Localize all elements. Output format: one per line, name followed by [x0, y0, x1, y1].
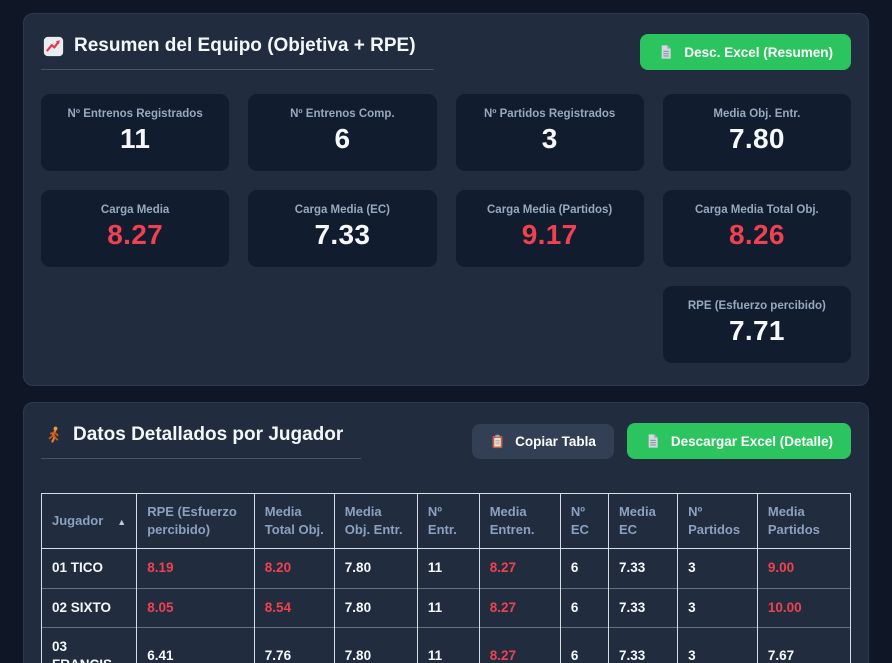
column-header-media-entren[interactable]: Media Entren.	[478, 492, 561, 550]
table-row-sixto: 02 SIXTO 8.05 8.54 7.80 11 8.27 6 7.33 3…	[40, 587, 852, 628]
stat-card-carga-media-ec: Carga Media (EC) 7.33	[248, 190, 437, 267]
value-cell: 8.20	[253, 548, 335, 589]
value-cell: 3	[677, 587, 758, 628]
player-name-cell: 01 TICO	[40, 548, 138, 589]
stat-card-media-obj-entr: Media Obj. Entr. 7.80	[662, 94, 851, 171]
detail-title: Datos Detallados por Jugador	[41, 420, 362, 459]
player-name-cell: 03 FRANCIS	[40, 626, 138, 663]
value-cell: 8.19	[136, 548, 255, 589]
value-cell: 8.54	[253, 587, 335, 628]
document-icon	[645, 433, 661, 449]
clipboard-icon	[490, 434, 505, 449]
value-cell: 3	[677, 626, 758, 663]
player-detail-panel: Datos Detallados por Jugador Copiar Tabl…	[23, 402, 869, 663]
stat-card-entrenos-comp: Nº Entrenos Comp. 6	[248, 94, 437, 171]
stat-card-value: 8.27	[107, 219, 163, 250]
stat-card-label: Carga Media Total Obj.	[695, 204, 819, 216]
stat-card-carga-media: Carga Media 8.27	[41, 190, 230, 267]
stat-card-value: 6	[334, 123, 351, 154]
value-cell: 7.80	[333, 626, 418, 663]
value-cell: 7.80	[333, 587, 418, 628]
stat-card-label: Carga Media (EC)	[294, 204, 390, 216]
copy-table-button[interactable]: Copiar Tabla	[472, 423, 614, 459]
column-header-n-ec[interactable]: Nº EC	[559, 492, 609, 550]
value-cell: 8.05	[136, 587, 255, 628]
value-cell: 6	[559, 626, 609, 663]
column-header-media-ec[interactable]: Media EC	[607, 492, 679, 550]
sort-ascending-icon: ▲	[117, 517, 127, 528]
value-cell: 6.41	[136, 626, 255, 663]
value-cell: 7.80	[333, 548, 418, 589]
chart-increasing-icon	[43, 36, 64, 57]
value-cell: 11	[416, 587, 480, 628]
stat-card-label: Nº Partidos Registrados	[483, 108, 616, 120]
stat-card-label: Nº Entrenos Comp.	[290, 108, 395, 120]
stat-card-rpe: RPE (Esfuerzo percibido) 7.71	[662, 286, 851, 363]
summary-title: Resumen del Equipo (Objetiva + RPE)	[41, 31, 434, 70]
table-row-tico: 01 TICO 8.19 8.20 7.80 11 8.27 6 7.33 3 …	[40, 548, 852, 589]
stat-card-value: 8.26	[729, 219, 785, 250]
column-header-jugador[interactable]: Jugador ▲	[40, 492, 138, 550]
value-cell: 7.33	[607, 548, 679, 589]
column-header-n-entr[interactable]: Nº Entr.	[416, 492, 480, 550]
column-header-n-partidos[interactable]: Nº Partidos	[677, 492, 758, 550]
download-excel-detail-label: Descargar Excel (Detalle)	[670, 433, 833, 449]
download-excel-summary-label: Desc. Excel (Resumen)	[684, 44, 833, 60]
stat-card-carga-media-total-obj: Carga Media Total Obj. 8.26	[662, 190, 851, 267]
stat-card-value: 7.33	[314, 219, 371, 250]
stat-card-value: 7.71	[729, 315, 785, 346]
stat-card-value: 11	[120, 123, 151, 154]
stat-card-label: RPE (Esfuerzo percibido)	[687, 300, 826, 312]
value-cell: 6	[559, 587, 609, 628]
stat-card-value: 9.17	[521, 219, 578, 250]
value-cell: 6	[559, 548, 609, 589]
table-header-row: Jugador ▲ RPE (Esfuerzo percibido) Media …	[40, 492, 852, 550]
stat-card-value: 7.80	[729, 123, 785, 154]
copy-table-label: Copiar Tabla	[515, 433, 596, 449]
value-cell: 8.27	[478, 626, 561, 663]
value-cell: 10.00	[756, 587, 852, 628]
column-header-media-total-obj[interactable]: Media Total Obj.	[253, 492, 335, 550]
stat-card-carga-media-partidos: Carga Media (Partidos) 9.17	[455, 190, 644, 267]
stat-card-entrenos-registrados: Nº Entrenos Registrados 11	[41, 94, 230, 171]
column-header-media-partidos[interactable]: Media Partidos	[756, 492, 852, 550]
column-header-media-obj-entr[interactable]: Media Obj. Entr.	[333, 492, 418, 550]
value-cell: 7.76	[253, 626, 335, 663]
summary-header: Resumen del Equipo (Objetiva + RPE) Desc…	[41, 31, 851, 70]
stat-card-value: 3	[541, 123, 558, 154]
document-icon	[658, 44, 674, 60]
player-name-cell: 02 SIXTO	[40, 587, 138, 628]
summary-title-text: Resumen del Equipo (Objetiva + RPE)	[74, 35, 416, 56]
detail-title-text: Datos Detallados por Jugador	[73, 424, 344, 445]
download-excel-detail-button[interactable]: Descargar Excel (Detalle)	[626, 423, 851, 459]
detail-header: Datos Detallados por Jugador Copiar Tabl…	[41, 420, 851, 459]
stat-card-label: Nº Entrenos Registrados	[67, 108, 203, 120]
table-row-francis: 03 FRANCIS 6.41 7.76 7.80 11 8.27 6 7.33…	[40, 626, 852, 663]
value-cell: 11	[416, 626, 480, 663]
stat-card-label: Carga Media	[100, 204, 170, 216]
value-cell: 7.33	[607, 626, 679, 663]
stat-card-label: Carga Media (Partidos)	[487, 204, 613, 216]
value-cell: 11	[416, 548, 480, 589]
stat-card-partidos-registrados: Nº Partidos Registrados 3	[455, 94, 644, 171]
team-summary-panel: Resumen del Equipo (Objetiva + RPE) Desc…	[23, 13, 869, 386]
value-cell: 9.00	[756, 548, 852, 589]
runner-icon	[43, 425, 63, 445]
stat-card-label: Media Obj. Entr.	[713, 108, 801, 120]
value-cell: 7.67	[756, 626, 852, 663]
value-cell: 7.33	[607, 587, 679, 628]
player-detail-table: Jugador ▲ RPE (Esfuerzo percibido) Media …	[40, 492, 852, 663]
value-cell: 8.27	[478, 587, 561, 628]
column-header-rpe[interactable]: RPE (Esfuerzo percibido)	[136, 492, 255, 550]
download-excel-summary-button[interactable]: Desc. Excel (Resumen)	[640, 34, 851, 70]
summary-cards-grid: Nº Entrenos Registrados 11 Nº Entrenos C…	[41, 94, 851, 363]
value-cell: 3	[677, 548, 758, 589]
value-cell: 8.27	[478, 548, 561, 589]
